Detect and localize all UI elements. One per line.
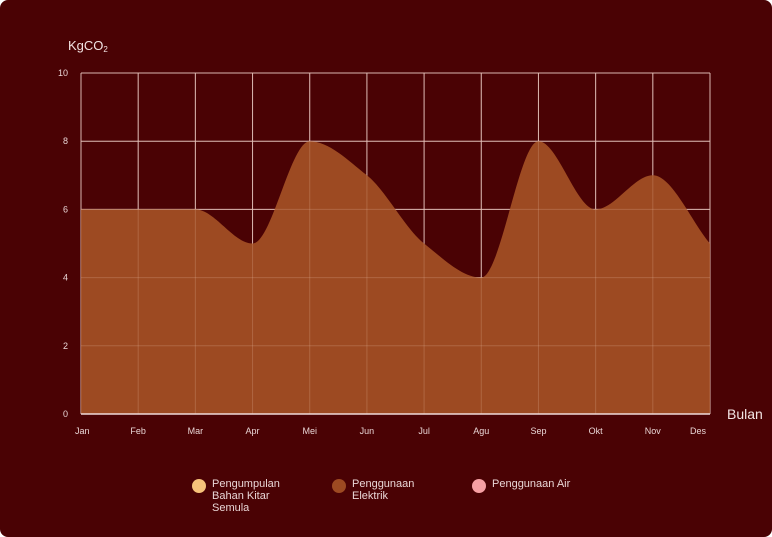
y-tick-labels: 0 2 4 6 8 10 (58, 68, 68, 419)
y-tick-label: 0 (63, 409, 68, 419)
area-series-penggunaan-elektrik (81, 141, 710, 414)
y-axis-label: KgCO2 (68, 38, 108, 54)
y-tick-label: 2 (63, 341, 68, 351)
x-tick-label: Sep (530, 426, 546, 436)
x-tick-label: Jul (418, 426, 430, 436)
y-tick-label: 10 (58, 68, 68, 78)
legend-label: Penggunaan Air (492, 478, 571, 490)
legend-label: Penggunaan Elektrik (352, 478, 415, 502)
legend-swatch (332, 479, 346, 493)
y-tick-label: 8 (63, 136, 68, 146)
y-tick-label: 6 (63, 204, 68, 214)
legend-label: Pengumpulan Bahan Kitar Semula (212, 478, 280, 514)
y-tick-label: 4 (63, 273, 68, 283)
x-tick-label: Jan (75, 426, 90, 436)
x-axis-label: Bulan (727, 406, 763, 422)
legend-swatch (472, 479, 486, 493)
series-area-group (81, 141, 710, 414)
x-tick-label: Des (690, 426, 707, 436)
x-tick-label: Jun (360, 426, 375, 436)
x-tick-label: Nov (645, 426, 662, 436)
legend-item-recycling[interactable]: Pengumpulan Bahan Kitar Semula (192, 478, 280, 514)
x-tick-label: Mar (188, 426, 204, 436)
x-tick-label: Okt (589, 426, 604, 436)
x-tick-label: Apr (246, 426, 260, 436)
legend-swatch (192, 479, 206, 493)
legend-item-water[interactable]: Penggunaan Air (472, 478, 570, 493)
x-tick-label: Mei (302, 426, 317, 436)
x-tick-label: Feb (130, 426, 146, 436)
legend-item-electricity[interactable]: Penggunaan Elektrik (332, 478, 414, 502)
grid-overlay (80, 72, 711, 415)
x-tick-label: Agu (473, 426, 489, 436)
x-tick-labels: Jan Feb Mar Apr Mei Jun Jul Agu Sep Okt Nov Des (75, 426, 706, 436)
